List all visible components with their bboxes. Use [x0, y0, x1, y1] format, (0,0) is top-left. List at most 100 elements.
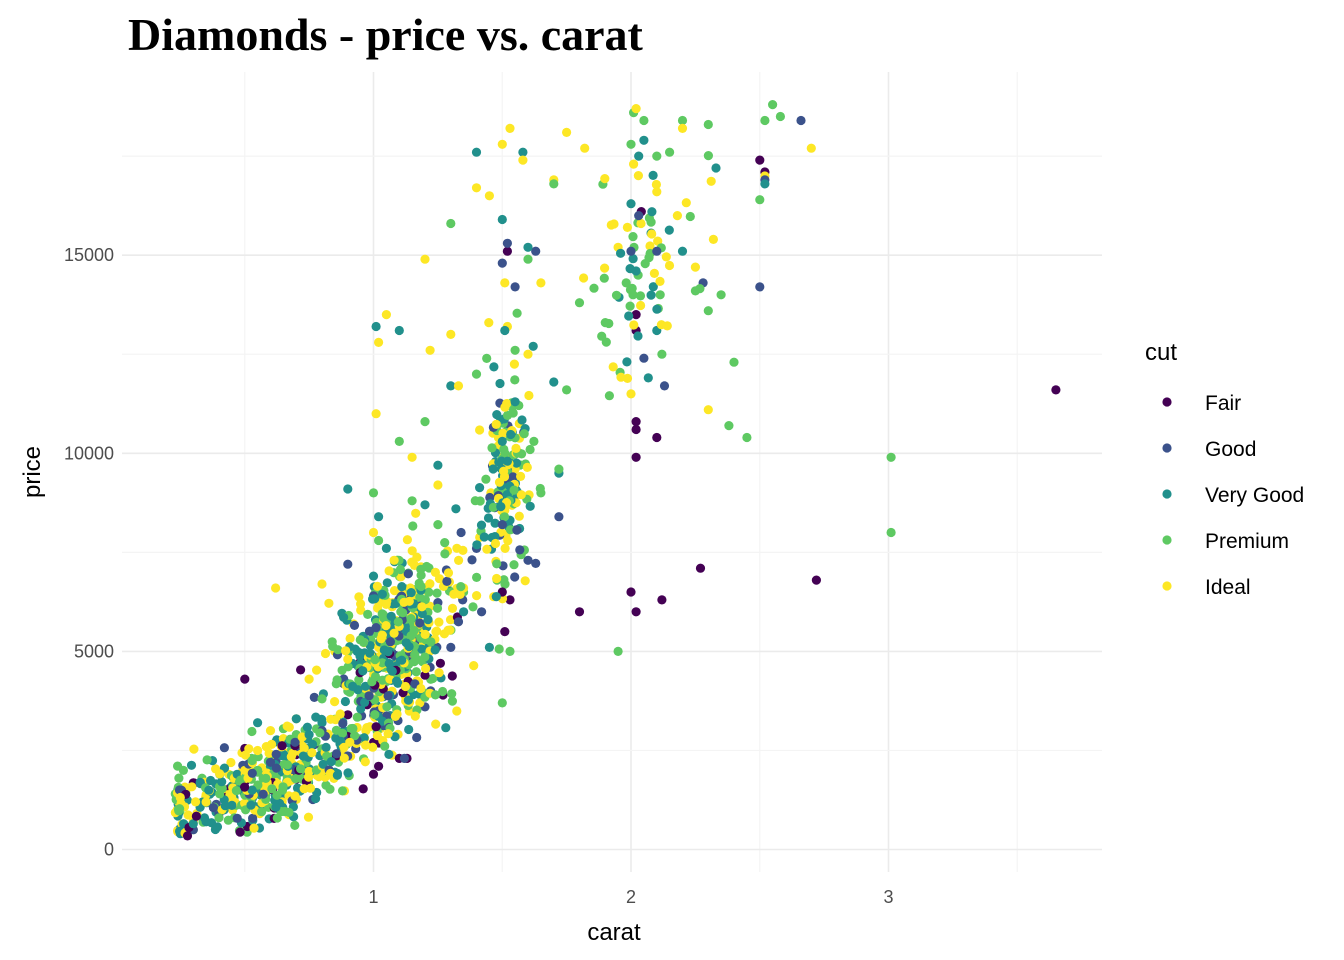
data-point-very-good: [365, 648, 375, 658]
data-point-good: [515, 545, 525, 555]
data-point-very-good: [483, 513, 494, 523]
y-tick-label: 15000: [64, 245, 114, 265]
data-point-very-good: [677, 246, 688, 256]
data-point-ideal: [381, 599, 391, 610]
data-point-premium: [416, 564, 426, 575]
data-point-premium: [261, 773, 271, 784]
data-point-very-good: [394, 325, 404, 336]
data-point-very-good: [371, 321, 381, 332]
data-point-ideal: [469, 661, 479, 671]
data-point-premium: [348, 723, 358, 734]
data-point-good: [349, 620, 360, 631]
data-point-premium: [626, 139, 636, 149]
data-point-ideal: [636, 218, 646, 229]
data-point-ideal: [271, 583, 281, 593]
data-point-ideal: [368, 527, 379, 538]
data-point-very-good: [472, 540, 482, 550]
data-point-premium: [628, 290, 638, 300]
data-point-very-good: [459, 607, 469, 617]
data-point-fair: [631, 607, 641, 617]
data-point-ideal: [514, 511, 524, 521]
data-point-very-good: [528, 341, 538, 351]
data-point-premium: [284, 807, 294, 818]
data-point-premium: [231, 786, 241, 796]
data-point-premium: [428, 673, 438, 684]
data-point-very-good: [377, 589, 387, 599]
x-axis-ticks: 1 2 3: [368, 887, 893, 907]
data-point-fair: [652, 432, 662, 443]
data-point-ideal: [368, 742, 378, 752]
data-point-very-good: [217, 777, 227, 787]
data-point-ideal: [484, 191, 494, 201]
data-point-very-good: [318, 759, 328, 769]
data-point-ideal: [307, 748, 317, 758]
data-point-ideal: [253, 745, 263, 756]
data-point-ideal: [290, 791, 300, 801]
data-point-fair: [343, 710, 353, 720]
data-point-ideal: [267, 739, 277, 750]
data-point-good: [258, 789, 268, 799]
data-point-ideal: [600, 263, 610, 273]
data-point-ideal: [472, 591, 482, 601]
data-point-ideal: [384, 566, 394, 576]
legend-key-good: [1162, 443, 1172, 453]
legend-label: Ideal: [1205, 576, 1251, 599]
data-point-very-good: [624, 311, 634, 321]
data-point-premium: [424, 587, 434, 597]
data-point-ideal: [651, 179, 662, 190]
data-point-very-good: [664, 225, 674, 235]
data-point-very-good: [510, 397, 520, 407]
data-point-ideal: [412, 552, 422, 562]
data-point-ideal: [520, 576, 530, 586]
data-point-fair: [447, 671, 457, 681]
data-point-ideal: [672, 211, 683, 221]
data-point-premium: [337, 728, 348, 738]
data-point-ideal: [608, 362, 618, 372]
data-point-premium: [613, 646, 623, 657]
data-point-premium: [529, 436, 539, 446]
data-point-very-good: [646, 290, 656, 300]
legend-label: Premium: [1205, 530, 1289, 553]
data-point-premium: [471, 369, 482, 379]
data-point-premium: [315, 728, 325, 738]
data-point-ideal: [304, 772, 314, 782]
data-point-premium: [523, 254, 533, 264]
data-point-ideal: [662, 321, 672, 331]
data-point-premium: [760, 115, 770, 126]
y-tick-label: 5000: [74, 641, 114, 661]
data-point-very-good: [186, 760, 197, 770]
data-point-ideal: [449, 589, 459, 599]
data-point-premium: [646, 217, 656, 227]
data-point-very-good: [517, 415, 527, 425]
data-point-very-good: [446, 381, 456, 391]
data-point-ideal: [475, 425, 485, 435]
data-point-premium: [257, 807, 267, 817]
x-axis-title: carat: [587, 919, 641, 946]
data-point-premium: [499, 512, 510, 522]
data-point-premium: [690, 286, 701, 296]
data-point-premium: [492, 559, 502, 569]
data-point-good: [383, 691, 393, 701]
data-point-ideal: [445, 625, 455, 635]
data-point-fair: [502, 246, 512, 256]
data-point-ideal: [523, 349, 533, 359]
y-axis-ticks: 0 5000 10000 15000: [64, 245, 114, 859]
data-point-ideal: [183, 810, 193, 820]
data-point-very-good: [420, 500, 430, 510]
data-point-premium: [703, 119, 713, 130]
data-point-ideal: [304, 674, 314, 684]
data-point-premium: [625, 301, 635, 311]
data-point-premium: [519, 429, 529, 439]
data-point-fair: [358, 784, 368, 794]
data-point-premium: [657, 349, 667, 359]
data-point-ideal: [516, 490, 526, 500]
data-point-ideal: [389, 586, 400, 596]
data-point-ideal: [389, 555, 399, 565]
data-point-premium: [509, 560, 519, 570]
data-point-ideal: [356, 599, 366, 609]
data-point-ideal: [402, 535, 412, 545]
data-point-premium: [510, 345, 520, 355]
data-point-very-good: [246, 800, 256, 810]
data-point-premium: [247, 726, 257, 737]
data-point-ideal: [516, 471, 526, 481]
